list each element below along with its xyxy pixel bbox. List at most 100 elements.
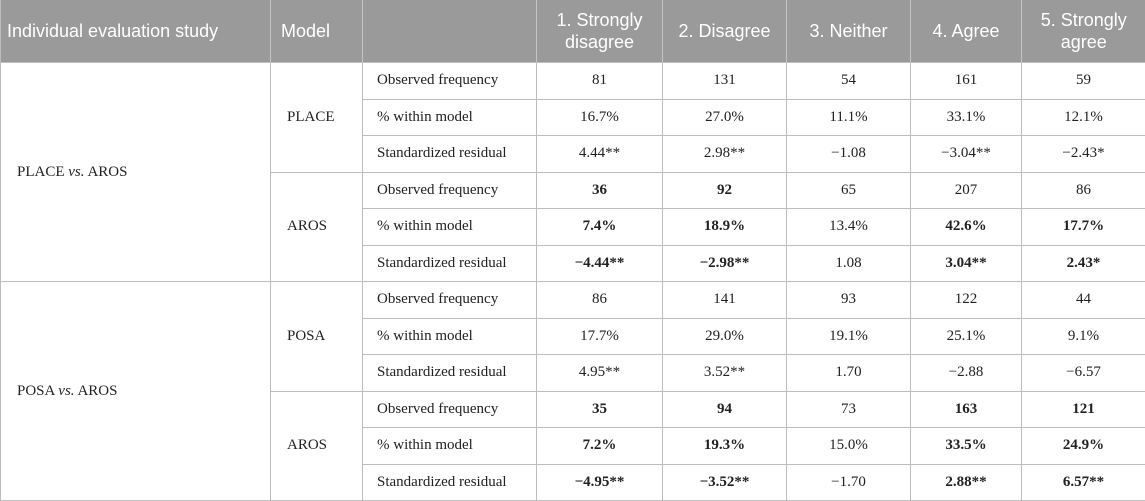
study-name-main: POSA bbox=[17, 382, 59, 399]
table-row: % within model 17.7% 29.0% 19.1% 25.1% 9.1% bbox=[1, 317, 1145, 355]
value-cell: 2.88** bbox=[910, 463, 1022, 501]
value-cell: −1.70 bbox=[786, 463, 911, 501]
value-cell: 19.3% bbox=[662, 427, 787, 465]
value-cell: 6.57** bbox=[1021, 463, 1145, 501]
value-cell: 16.7% bbox=[536, 98, 663, 136]
metric-cell: Observed frequency bbox=[362, 171, 537, 209]
header-disagree: 2. Disagree bbox=[662, 0, 787, 63]
table-row: PLACE vs. AROS PLACE Observed frequency 81 1… bbox=[0, 62, 1145, 282]
value-cell: 59 bbox=[1021, 62, 1145, 100]
value-cell: 27.0% bbox=[662, 98, 787, 136]
header-strongly-disagree: 1. Strongly disagree bbox=[536, 0, 663, 63]
value-cell: 15.0% bbox=[786, 427, 911, 465]
table-row: % within model 16.7% 27.0% 11.1% 33.1% 12.1% bbox=[1, 98, 1145, 136]
table-row: Standardized residual 4.44** 2.98** −1.08 −3… bbox=[1, 135, 1145, 173]
metric-cell: Standardized residual bbox=[362, 135, 537, 173]
header-metric bbox=[362, 0, 537, 63]
table-row: Standardized residual −4.95** −3.52** −1.70… bbox=[1, 463, 1145, 501]
value-cell: 24.9% bbox=[1021, 427, 1145, 465]
study-name-main: PLACE bbox=[17, 163, 69, 180]
value-cell: 122 bbox=[910, 281, 1022, 319]
value-cell: 18.9% bbox=[662, 208, 787, 246]
metric-cell: Observed frequency bbox=[362, 281, 537, 319]
model-cell: PLACE bbox=[270, 62, 363, 173]
value-cell: 141 bbox=[662, 281, 787, 319]
value-cell: −3.52** bbox=[662, 463, 787, 501]
table-row: AROS Observed frequency 36 92 65 207 86 bbox=[1, 171, 1145, 282]
value-cell: 25.1% bbox=[910, 317, 1022, 355]
table-row: POSA vs. AROS POSA Observed frequency 86 141… bbox=[0, 281, 1145, 501]
table-row: % within model 7.4% 18.9% 13.4% 42.6% 17.7% bbox=[1, 208, 1145, 246]
value-cell: 4.44** bbox=[536, 135, 663, 173]
value-cell: 17.7% bbox=[1021, 208, 1145, 246]
value-cell: 17.7% bbox=[536, 317, 663, 355]
value-cell: −2.88 bbox=[910, 354, 1022, 392]
study-name-tail: AROS bbox=[74, 382, 118, 399]
value-cell: 4.95** bbox=[536, 354, 663, 392]
study-name-vs: vs. bbox=[68, 163, 85, 180]
value-cell: −2.98** bbox=[662, 244, 787, 282]
value-cell: 92 bbox=[662, 171, 787, 209]
value-cell: 94 bbox=[662, 390, 787, 428]
value-cell: 121 bbox=[1021, 390, 1145, 428]
value-cell: −6.57 bbox=[1021, 354, 1145, 392]
value-cell: 3.04** bbox=[910, 244, 1022, 282]
study-name-vs: vs. bbox=[58, 382, 75, 399]
value-cell: 35 bbox=[536, 390, 663, 428]
header-row: Individual evaluation study Model 1. Str… bbox=[0, 0, 1145, 63]
metric-cell: Observed frequency bbox=[362, 62, 537, 100]
value-cell: 12.1% bbox=[1021, 98, 1145, 136]
metric-cell: Standardized residual bbox=[362, 244, 537, 282]
metric-cell: % within model bbox=[362, 427, 537, 465]
value-cell: 86 bbox=[1021, 171, 1145, 209]
model-cell: AROS bbox=[270, 171, 363, 282]
header-neither: 3. Neither bbox=[786, 0, 911, 63]
value-cell: −2.43* bbox=[1021, 135, 1145, 173]
value-cell: 1.08 bbox=[786, 244, 911, 282]
value-cell: 42.6% bbox=[910, 208, 1022, 246]
value-cell: 29.0% bbox=[662, 317, 787, 355]
header-study: Individual evaluation study bbox=[0, 0, 271, 63]
value-cell: 86 bbox=[536, 281, 663, 319]
value-cell: 2.98** bbox=[662, 135, 787, 173]
table-row: AROS Observed frequency 35 94 73 163 121 bbox=[1, 390, 1145, 501]
header-model: Model bbox=[270, 0, 363, 63]
metric-cell: Observed frequency bbox=[362, 390, 537, 428]
metric-cell: % within model bbox=[362, 98, 537, 136]
value-cell: 7.4% bbox=[536, 208, 663, 246]
value-cell: 73 bbox=[786, 390, 911, 428]
table-body: PLACE vs. AROS PLACE Observed frequency 81 1… bbox=[0, 62, 1145, 501]
value-cell: 3.52** bbox=[662, 354, 787, 392]
model-cell: AROS bbox=[270, 390, 363, 501]
value-cell: −1.08 bbox=[786, 135, 911, 173]
value-cell: −4.44** bbox=[536, 244, 663, 282]
value-cell: 33.1% bbox=[910, 98, 1022, 136]
table-row: % within model 7.2% 19.3% 15.0% 33.5% 24.9% bbox=[1, 427, 1145, 465]
value-cell: 13.4% bbox=[786, 208, 911, 246]
value-cell: 33.5% bbox=[910, 427, 1022, 465]
value-cell: −4.95** bbox=[536, 463, 663, 501]
value-cell: 2.43* bbox=[1021, 244, 1145, 282]
table-row: Standardized residual 4.95** 3.52** 1.70 −2.… bbox=[1, 354, 1145, 392]
study-cell: PLACE vs. AROS bbox=[0, 62, 271, 282]
value-cell: 54 bbox=[786, 62, 911, 100]
value-cell: −3.04** bbox=[910, 135, 1022, 173]
value-cell: 65 bbox=[786, 171, 911, 209]
table-row: Standardized residual −4.44** −2.98** 1.08 3… bbox=[1, 244, 1145, 282]
value-cell: 81 bbox=[536, 62, 663, 100]
header-agree: 4. Agree bbox=[910, 0, 1022, 63]
metric-cell: Standardized residual bbox=[362, 463, 537, 501]
value-cell: 7.2% bbox=[536, 427, 663, 465]
value-cell: 207 bbox=[910, 171, 1022, 209]
value-cell: 161 bbox=[910, 62, 1022, 100]
header-strongly-agree: 5. Strongly agree bbox=[1021, 0, 1145, 63]
value-cell: 36 bbox=[536, 171, 663, 209]
metric-cell: % within model bbox=[362, 208, 537, 246]
value-cell: 11.1% bbox=[786, 98, 911, 136]
value-cell: 9.1% bbox=[1021, 317, 1145, 355]
study-name-tail: AROS bbox=[84, 163, 128, 180]
value-cell: 44 bbox=[1021, 281, 1145, 319]
value-cell: 93 bbox=[786, 281, 911, 319]
metric-cell: % within model bbox=[362, 317, 537, 355]
